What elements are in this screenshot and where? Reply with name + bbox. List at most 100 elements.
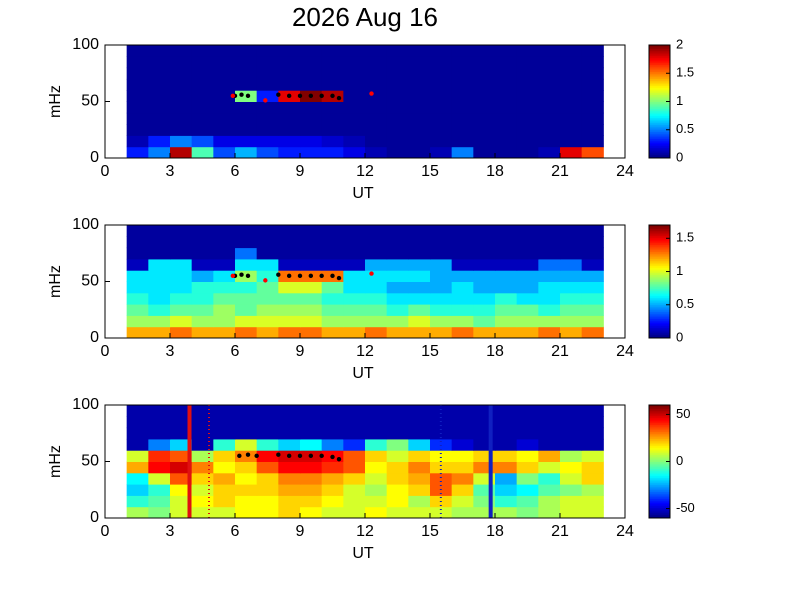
- colorbar-segment: [649, 45, 670, 48]
- heat-cell: [148, 56, 171, 69]
- heat-cell: [235, 461, 258, 474]
- heat-cell: [148, 67, 171, 80]
- colorbar-segment: [649, 67, 670, 71]
- colorbar-segment: [649, 274, 670, 277]
- heat-cell: [256, 495, 279, 508]
- point: [230, 93, 236, 99]
- heat-cell: [126, 484, 149, 496]
- heat-cell: [256, 461, 279, 474]
- heat-cell: [560, 315, 583, 328]
- heat-cell: [365, 101, 388, 114]
- heat-cell: [473, 427, 496, 440]
- heat-cell: [365, 236, 388, 249]
- point: [276, 272, 281, 277]
- heat-cell: [321, 326, 344, 338]
- heat-cell: [126, 124, 149, 136]
- heat-cell: [473, 225, 496, 237]
- heat-cell: [495, 304, 518, 316]
- heat-cell: [495, 124, 518, 136]
- heat-cell: [495, 281, 518, 294]
- heat-cell: [278, 416, 301, 429]
- heat-cell: [235, 236, 258, 249]
- colorbar-segment: [649, 150, 670, 154]
- point: [319, 93, 324, 99]
- heat-cell: [386, 405, 409, 417]
- x-tick-label: 15: [421, 163, 439, 180]
- colorbar-box: [648, 224, 671, 339]
- heat-cell: [430, 506, 453, 518]
- heat-cell: [495, 225, 518, 237]
- colorbar-segment: [649, 486, 670, 489]
- colorbar-tick-label: 1.5: [676, 65, 694, 80]
- heat-cell: [538, 146, 561, 158]
- heat-cell: [170, 270, 193, 282]
- heat-cell: [473, 135, 496, 148]
- heat-cell: [148, 461, 171, 474]
- heat-cell: [430, 247, 453, 260]
- colorbar-segment: [649, 334, 670, 337]
- plot-area: [126, 405, 604, 518]
- heat-cell: [343, 258, 366, 271]
- colorbar-segment: [649, 87, 670, 90]
- heat-cell: [343, 225, 366, 237]
- heat-cell: [365, 461, 388, 474]
- heat-cell: [170, 146, 193, 158]
- colorbar-segment: [649, 452, 670, 455]
- heat-cell: [170, 225, 193, 237]
- colorbar-tick-label: 0: [676, 149, 683, 164]
- y-axis-label: mHz: [47, 85, 64, 118]
- colorbar-segment: [649, 473, 670, 477]
- point: [297, 273, 303, 279]
- colorbar-segment: [649, 237, 670, 240]
- heat-cell: [170, 450, 193, 462]
- heat-cell: [560, 101, 583, 114]
- heat-cell: [278, 472, 301, 485]
- colorbar-tick-label: 1: [676, 263, 683, 278]
- colorbar-segment: [649, 55, 670, 58]
- colorbar-segment: [649, 292, 670, 295]
- heat-cell: [581, 315, 604, 328]
- heat-cell: [560, 484, 583, 496]
- heat-cell: [170, 101, 193, 114]
- heat-cell: [473, 416, 496, 429]
- heat-cell: [213, 225, 236, 237]
- heat-cell: [408, 427, 431, 440]
- colorbar-segment: [649, 422, 670, 425]
- heat-cell: [365, 326, 388, 338]
- heat-cell: [170, 416, 193, 429]
- heat-cell: [408, 484, 431, 496]
- y-tick-label: 0: [90, 149, 99, 166]
- heat-cell: [473, 90, 496, 102]
- heat-cell: [365, 270, 388, 282]
- heat-cell: [213, 292, 236, 305]
- heat-cell: [365, 135, 388, 148]
- colorbar-segment: [649, 143, 670, 147]
- heat-cell: [213, 270, 236, 282]
- heat-cell: [126, 112, 149, 125]
- colorbar-segment: [649, 247, 670, 251]
- y-tick-label: 100: [72, 396, 99, 413]
- x-tick-label: 12: [356, 523, 374, 540]
- heat-cell: [430, 236, 453, 249]
- x-axis-label: UT: [352, 545, 374, 562]
- heat-cell: [170, 304, 193, 316]
- heat-cell: [560, 67, 583, 80]
- heat-cell: [408, 405, 431, 417]
- point: [237, 453, 242, 459]
- heat-cell: [191, 461, 214, 474]
- heat-cell: [343, 270, 366, 282]
- colorbar-segment: [649, 230, 670, 233]
- heat-cell: [495, 78, 518, 91]
- heat-cell: [560, 427, 583, 440]
- heat-cell: [451, 124, 474, 136]
- heat-cell: [170, 56, 193, 69]
- heat-cell: [451, 326, 474, 338]
- heat-cell: [300, 101, 323, 114]
- colorbar-segment: [649, 293, 670, 297]
- heat-cell: [278, 112, 301, 125]
- heat-cell: [300, 438, 323, 451]
- heat-cell: [495, 146, 518, 158]
- heat-cell: [191, 135, 214, 148]
- colorbar-segment: [649, 78, 670, 81]
- colorbar-segment: [649, 442, 670, 445]
